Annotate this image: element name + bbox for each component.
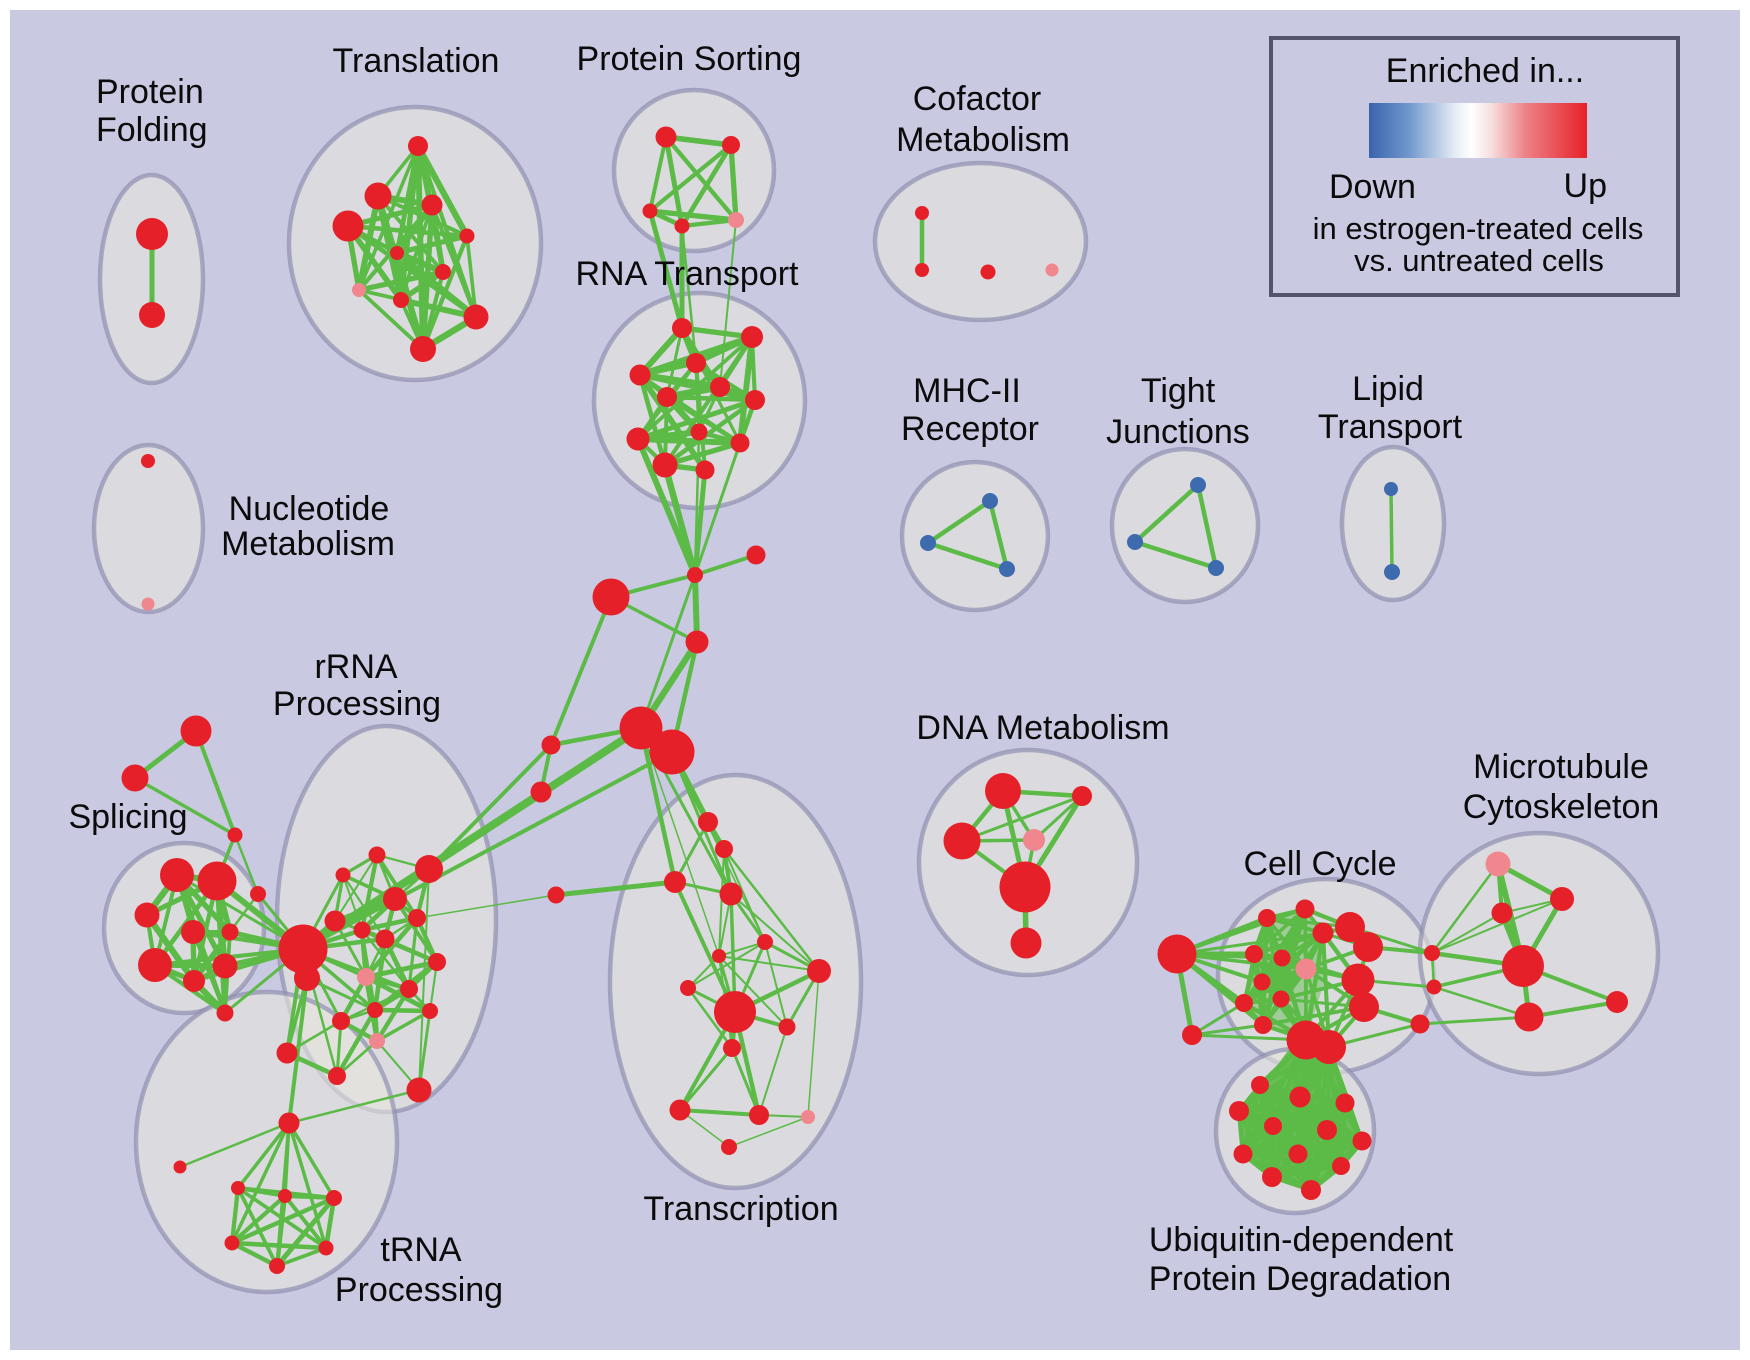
svg-text:Up: Up xyxy=(1564,167,1607,205)
svg-text:Microtubule: Microtubule xyxy=(1473,748,1649,786)
svg-text:Metabolism: Metabolism xyxy=(896,121,1070,159)
svg-text:Protein: Protein xyxy=(96,73,204,111)
svg-text:Down: Down xyxy=(1329,168,1416,206)
svg-text:Ubiquitin-dependent: Ubiquitin-dependent xyxy=(1149,1221,1454,1259)
svg-text:Protein Sorting: Protein Sorting xyxy=(577,40,802,78)
svg-text:Cofactor: Cofactor xyxy=(913,80,1042,118)
svg-text:Protein Degradation: Protein Degradation xyxy=(1149,1260,1451,1298)
svg-text:DNA Metabolism: DNA Metabolism xyxy=(916,709,1169,747)
svg-text:Cell Cycle: Cell Cycle xyxy=(1243,845,1396,883)
svg-text:Translation: Translation xyxy=(333,42,500,80)
svg-text:rRNA: rRNA xyxy=(314,648,397,686)
svg-text:vs. untreated cells: vs. untreated cells xyxy=(1354,243,1604,278)
svg-text:in estrogen-treated cells: in estrogen-treated cells xyxy=(1313,211,1644,246)
svg-text:Splicing: Splicing xyxy=(68,798,187,836)
svg-text:tRNA: tRNA xyxy=(380,1231,462,1269)
svg-text:Folding: Folding xyxy=(96,111,208,149)
svg-text:Nucleotide: Nucleotide xyxy=(229,490,390,528)
svg-text:Tight: Tight xyxy=(1141,372,1216,410)
svg-text:Processing: Processing xyxy=(335,1271,503,1309)
svg-text:Cytoskeleton: Cytoskeleton xyxy=(1463,788,1660,826)
svg-text:RNA Transport: RNA Transport xyxy=(576,255,800,293)
svg-text:Lipid: Lipid xyxy=(1352,370,1424,408)
svg-text:Metabolism: Metabolism xyxy=(221,525,395,563)
svg-text:Processing: Processing xyxy=(273,685,441,723)
svg-text:Junctions: Junctions xyxy=(1106,413,1250,451)
svg-text:Enriched in...: Enriched in... xyxy=(1386,52,1584,90)
svg-text:Transport: Transport xyxy=(1318,408,1463,446)
svg-text:Receptor: Receptor xyxy=(901,410,1039,448)
svg-text:MHC-II: MHC-II xyxy=(913,372,1021,410)
svg-text:Transcription: Transcription xyxy=(643,1190,838,1228)
